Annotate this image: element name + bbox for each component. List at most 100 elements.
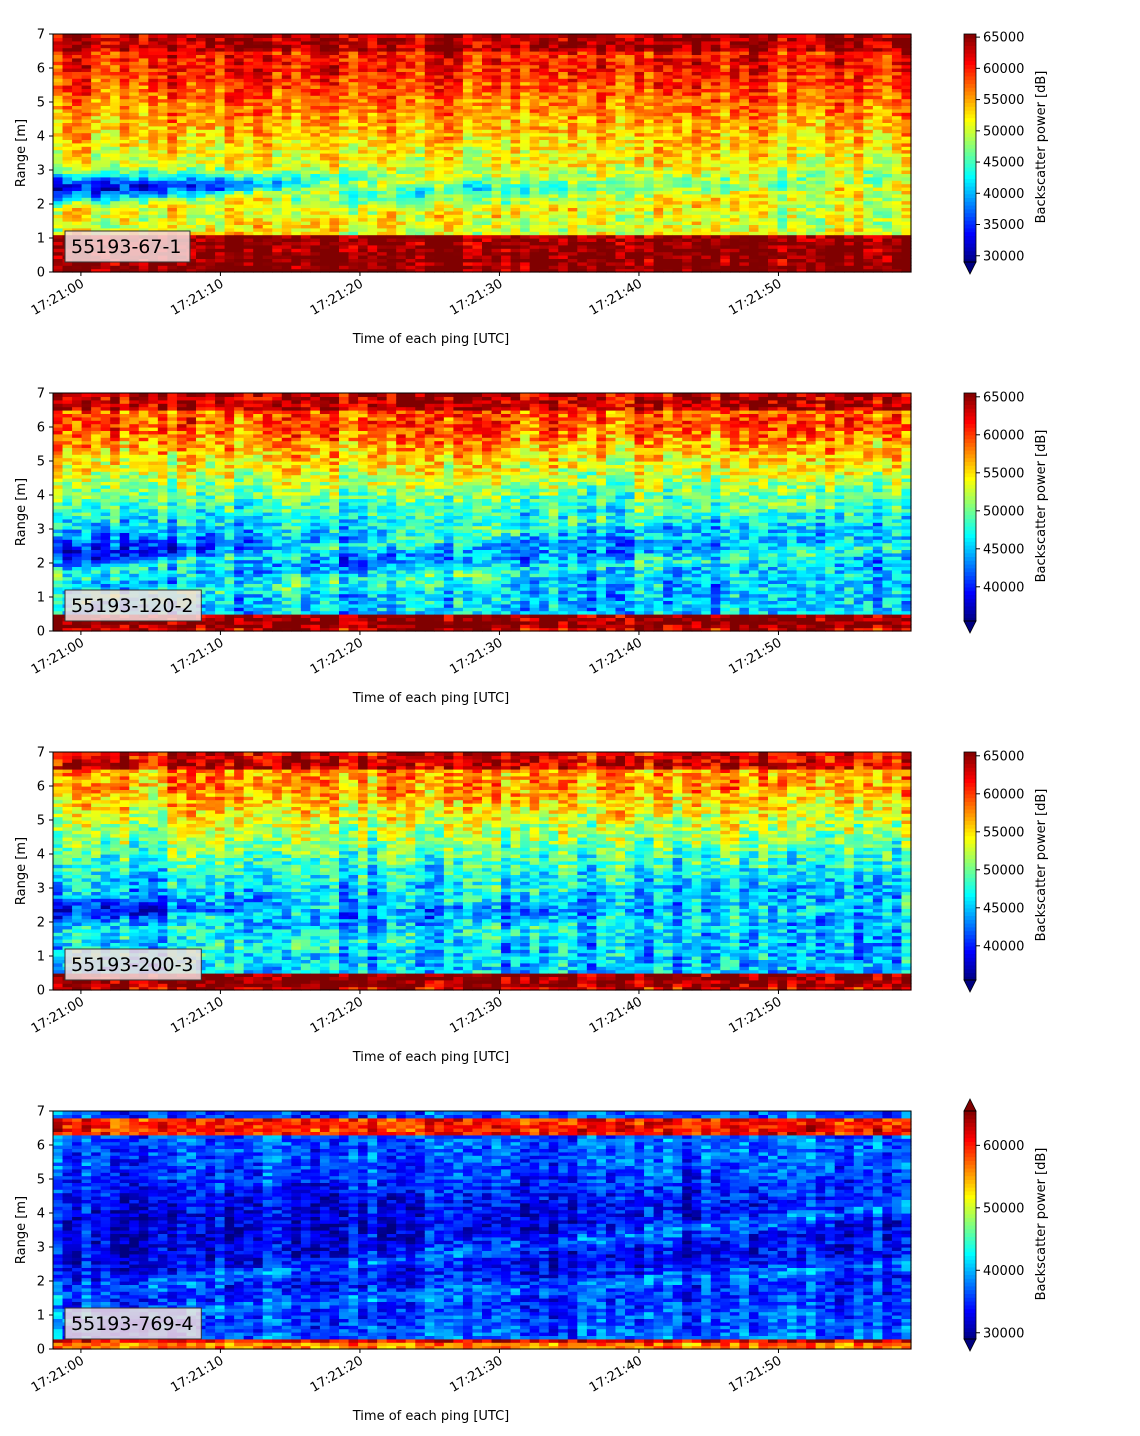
heatmap-cell [549, 133, 559, 137]
heatmap-cell [577, 184, 587, 188]
heatmap-cell [263, 252, 273, 256]
heatmap-cell [282, 228, 292, 232]
heatmap-cell [244, 160, 254, 164]
heatmap-cell [82, 150, 92, 154]
heatmap-cell [396, 133, 406, 137]
heatmap-cell [444, 235, 454, 239]
heatmap-cell [463, 194, 473, 198]
panel-1: 0123456717:21:00 17:21:10 17:21:20 17:21:30… [14, 28, 1049, 348]
heatmap-cell [82, 211, 92, 215]
heatmap-cell [53, 34, 63, 38]
heatmap-cell [511, 201, 521, 205]
heatmap-cell [291, 211, 301, 215]
heatmap-cell [53, 218, 63, 222]
heatmap-cell [492, 245, 502, 249]
heatmap-cell [244, 235, 254, 239]
heatmap-cell [701, 235, 711, 239]
heatmap-cell [263, 150, 273, 154]
heatmap-cell [282, 235, 292, 239]
heatmap-cell [177, 265, 187, 269]
heatmap-cell [91, 194, 101, 198]
heatmap-cell [272, 143, 282, 147]
heatmap-cell [377, 177, 387, 181]
heatmap-cell [654, 34, 664, 38]
heatmap-cell [673, 150, 683, 154]
heatmap-cell [568, 252, 578, 256]
heatmap-cell [415, 133, 425, 137]
heatmap-cell [349, 228, 359, 232]
heatmap-cell [358, 34, 368, 38]
heatmap-cell [730, 184, 740, 188]
heatmap-cell [82, 133, 92, 137]
heatmap-cell [139, 184, 149, 188]
heatmap-cell [53, 133, 63, 137]
heatmap-cell [530, 184, 540, 188]
heatmap-cell [577, 160, 587, 164]
heatmap-cell [225, 143, 235, 147]
heatmap-cell [492, 194, 502, 198]
heatmap-cell [225, 218, 235, 222]
heatmap-cell [320, 160, 330, 164]
heatmap-cell [644, 265, 654, 269]
heatmap-cell [377, 194, 387, 198]
heatmap-cell [263, 34, 273, 38]
heatmap-cell [301, 34, 311, 38]
heatmap-cell [568, 201, 578, 205]
heatmap-cell [596, 201, 606, 205]
heatmap-cell [692, 228, 702, 232]
heatmap-cell [158, 133, 168, 137]
heatmap-cell [110, 34, 120, 38]
heatmap-cell [177, 167, 187, 171]
heatmap-cell [568, 133, 578, 137]
heatmap-cell [644, 245, 654, 249]
heatmap-cell [577, 211, 587, 215]
heatmap-cell [463, 228, 473, 232]
heatmap-cell [349, 211, 359, 215]
heatmap-cell [120, 201, 130, 205]
heatmap-cell [186, 218, 196, 222]
heatmap-cell [425, 34, 435, 38]
heatmap-cell [615, 265, 625, 269]
heatmap-cell [206, 167, 216, 171]
heatmap-cell [234, 34, 244, 38]
heatmap-cell [654, 201, 664, 205]
heatmap-cell [425, 201, 435, 205]
heatmap-cell [177, 211, 187, 215]
heatmap-cell [663, 143, 673, 147]
heatmap-cell [482, 133, 492, 137]
heatmap-cell [596, 133, 606, 137]
heatmap-cell [577, 143, 587, 147]
heatmap-cell [692, 252, 702, 256]
heatmap-cell [234, 211, 244, 215]
heatmap-cell [711, 245, 721, 249]
heatmap-cell [663, 133, 673, 137]
heatmap-cell [406, 143, 416, 147]
heatmap-cell [539, 150, 549, 154]
heatmap-cell [349, 150, 359, 154]
heatmap-cell [463, 218, 473, 222]
heatmap-cell [453, 228, 463, 232]
heatmap-cell [472, 201, 482, 205]
heatmap-cell [120, 167, 130, 171]
heatmap-cell [186, 177, 196, 181]
heatmap-cell [291, 265, 301, 269]
heatmap-cell [568, 150, 578, 154]
heatmap-cell [701, 133, 711, 137]
heatmap-cell [196, 167, 206, 171]
heatmap-cell [148, 194, 158, 198]
heatmap-cell [482, 211, 492, 215]
heatmap-cell [320, 194, 330, 198]
heatmap-cell [682, 177, 692, 181]
heatmap-cell [711, 218, 721, 222]
heatmap-cell [72, 194, 82, 198]
heatmap-cell [139, 218, 149, 222]
heatmap-cell [453, 194, 463, 198]
heatmap-cell [558, 245, 568, 249]
heatmap-cell [415, 167, 425, 171]
heatmap-cell [158, 194, 168, 198]
heatmap-cell [577, 252, 587, 256]
heatmap-cell [234, 184, 244, 188]
heatmap-cell [673, 201, 683, 205]
heatmap-cell [558, 201, 568, 205]
heatmap-cell [511, 235, 521, 239]
